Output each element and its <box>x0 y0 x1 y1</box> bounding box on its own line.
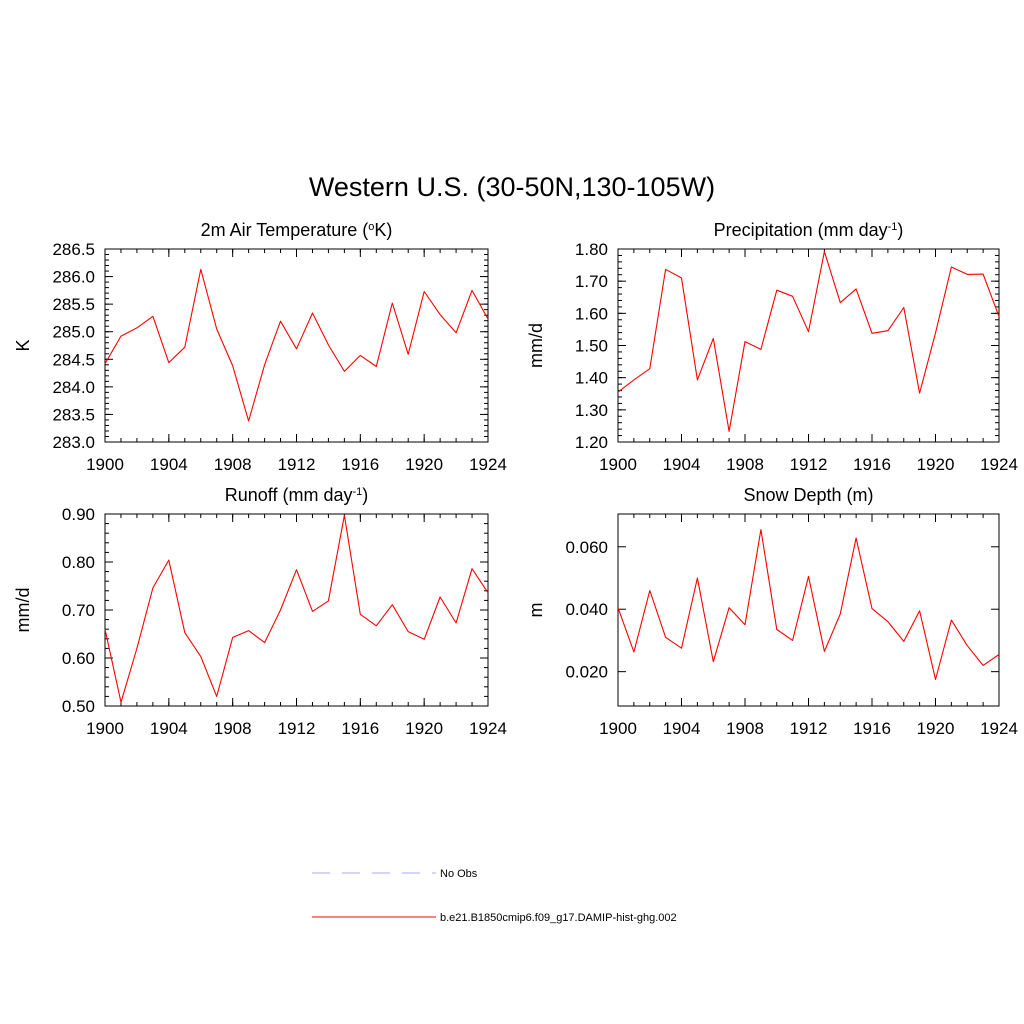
x-tick-label: 1912 <box>790 455 828 474</box>
panel-title: Runoff (mm day-1) <box>225 485 369 505</box>
x-tick-label: 1920 <box>405 455 443 474</box>
x-tick-label: 1916 <box>853 455 891 474</box>
x-tick-label: 1908 <box>726 719 764 738</box>
title-superscript: -1 <box>352 486 362 498</box>
x-tick-label: 1924 <box>469 719 507 738</box>
y-tick-label: 0.040 <box>565 600 608 619</box>
y-tick-label: 286.0 <box>52 268 95 287</box>
y-tick-label: 1.30 <box>575 401 608 420</box>
y-tick-label: 0.50 <box>62 697 95 716</box>
title-text: 2m Air Temperature ( <box>201 220 369 240</box>
y-tick-label: 284.0 <box>52 378 95 397</box>
title-text: Precipitation (mm day <box>714 220 888 240</box>
x-tick-label: 1916 <box>341 455 379 474</box>
panel-title: Snow Depth (m) <box>743 485 873 505</box>
y-tick-label: 284.5 <box>52 350 95 369</box>
figure-title: Western U.S. (30-50N,130-105W) <box>309 172 715 202</box>
plot-frame <box>104 513 489 707</box>
title-text: ) <box>897 220 903 240</box>
title-text: Snow Depth (m) <box>743 485 873 505</box>
x-tick-label: 1924 <box>980 719 1018 738</box>
x-tick-label: 1904 <box>150 719 188 738</box>
x-tick-label: 1916 <box>853 719 891 738</box>
y-tick-label: 285.0 <box>52 323 95 342</box>
y-tick-label: 286.5 <box>52 240 95 259</box>
x-tick-label: 1916 <box>341 719 379 738</box>
x-tick-label: 1900 <box>86 719 124 738</box>
x-tick-label: 1900 <box>599 455 637 474</box>
panel-4: Snow Depth (m) 1900 1904 1908 1912 1916 1920 19… <box>526 485 1018 738</box>
y-tick-label: 1.80 <box>575 240 608 259</box>
x-tick-label: 1920 <box>917 455 955 474</box>
y-tick-label: 285.5 <box>52 295 95 314</box>
y-tick-label: 0.020 <box>565 663 608 682</box>
y-axis-label: K <box>13 339 33 351</box>
x-tick-label: 1912 <box>278 455 316 474</box>
x-tick-label: 1908 <box>726 455 764 474</box>
title-text: K) <box>374 220 392 240</box>
series-line <box>104 514 489 703</box>
y-tick-label: 1.50 <box>575 337 608 356</box>
y-tick-label: 1.60 <box>575 304 608 323</box>
title-text: ) <box>362 485 368 505</box>
legend-label: b.e21.B1850cmip6.f09_g17.DAMIP-hist-ghg.… <box>440 912 677 924</box>
x-tick-label: 1912 <box>790 719 828 738</box>
y-tick-label: 1.20 <box>575 433 608 452</box>
x-tick-label: 1924 <box>469 455 507 474</box>
panel-2: Precipitation (mm day-1) 1900 1904 1908 1912… <box>526 220 1018 474</box>
x-tick-label: 1904 <box>663 719 701 738</box>
y-tick-label: 1.40 <box>575 369 608 388</box>
title-superscript: o <box>368 221 374 233</box>
x-tick-label: 1920 <box>917 719 955 738</box>
y-tick-label: 0.70 <box>62 601 95 620</box>
panel-title: Precipitation (mm day-1) <box>714 220 904 240</box>
panel-3: Runoff (mm day-1) 1900 1904 1908 1912 1916 192… <box>13 485 507 738</box>
plot-frame <box>617 513 1000 707</box>
title-text: Runoff (mm day <box>225 485 353 505</box>
y-axis-label: m <box>526 603 546 618</box>
y-tick-label: 0.80 <box>62 553 95 572</box>
y-tick-label: 0.90 <box>62 505 95 524</box>
series-line <box>104 268 489 422</box>
y-axis-label: mm/d <box>526 323 546 368</box>
x-tick-label: 1900 <box>86 455 124 474</box>
y-axis-label: mm/d <box>13 588 33 633</box>
x-tick-label: 1924 <box>980 455 1018 474</box>
legend-label: No Obs <box>440 868 478 880</box>
panel-1: 2m Air Temperature (oK) 1900 1904 1908 1912 1… <box>13 220 507 474</box>
y-tick-label: 0.060 <box>565 538 608 557</box>
title-superscript: -1 <box>888 221 898 233</box>
x-tick-label: 1904 <box>663 455 701 474</box>
y-tick-label: 1.70 <box>575 272 608 291</box>
x-tick-label: 1904 <box>150 455 188 474</box>
x-tick-label: 1912 <box>278 719 316 738</box>
series-line <box>617 251 1000 432</box>
x-tick-label: 1908 <box>214 719 252 738</box>
chart-panels: 2m Air Temperature (oK)1900 1904 1908 1912 1… <box>13 220 1018 738</box>
x-tick-label: 1920 <box>405 719 443 738</box>
y-tick-label: 0.60 <box>62 649 95 668</box>
y-tick-label: 283.5 <box>52 405 95 424</box>
x-tick-label: 1900 <box>599 719 637 738</box>
y-tick-label: 283.0 <box>52 433 95 452</box>
plot-frame <box>617 248 1000 443</box>
chart-legend: No Obs b.e21.B1850cmip6.f09_g17.DAMIP-his… <box>312 868 677 924</box>
x-tick-label: 1908 <box>214 455 252 474</box>
panel-title: 2m Air Temperature (oK) <box>201 220 393 240</box>
series-line <box>617 529 1000 681</box>
